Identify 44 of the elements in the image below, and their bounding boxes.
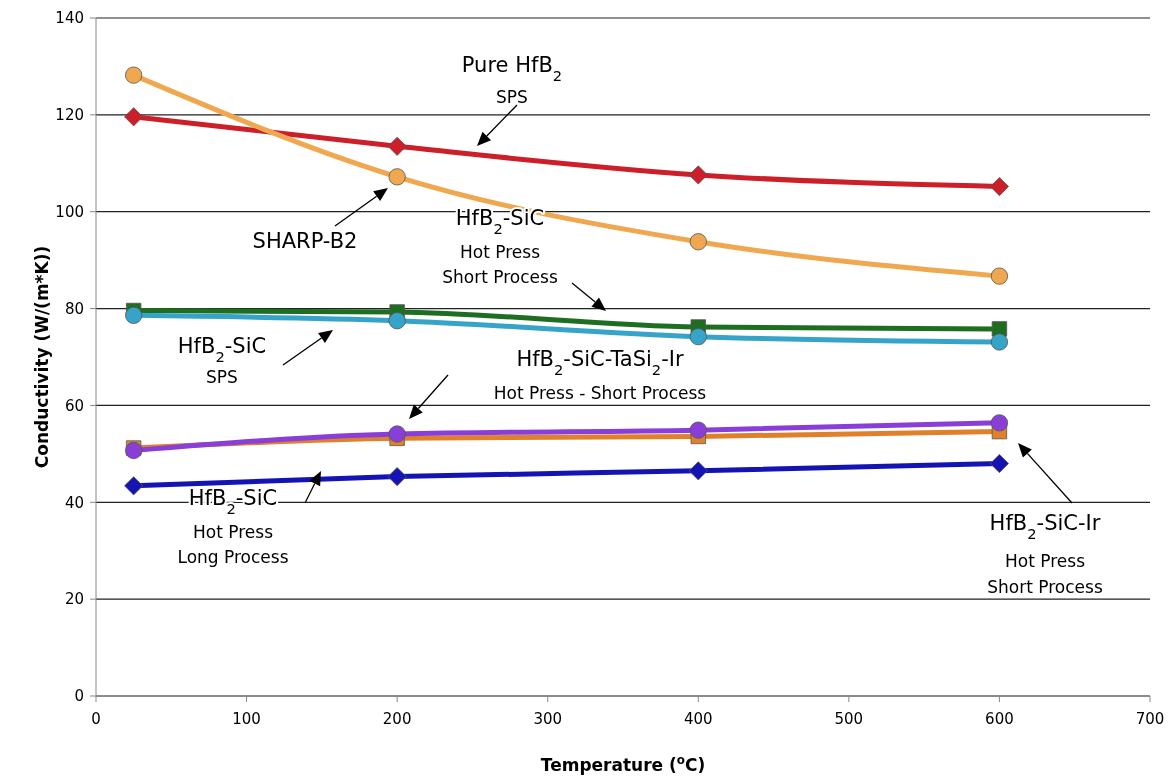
y-tick-label: 60 bbox=[64, 396, 84, 415]
annotation: HfB$_{2}$-SiC-Ir Hot Press Short Process bbox=[987, 511, 1103, 597]
x-tick-label: 100 bbox=[232, 710, 261, 728]
x-tick-label: 0 bbox=[91, 710, 101, 728]
point bbox=[125, 66, 143, 84]
x-tick-label: 700 bbox=[1135, 710, 1165, 728]
point bbox=[989, 177, 1009, 197]
point bbox=[388, 425, 406, 443]
point bbox=[689, 233, 707, 251]
y-tick-label: 120 bbox=[55, 106, 84, 125]
x-tick-label: 400 bbox=[683, 710, 713, 728]
x-tick-label: 500 bbox=[834, 710, 864, 728]
point bbox=[387, 136, 407, 156]
point bbox=[688, 461, 708, 481]
x-axis-title: Temperature ($^{o}$C) bbox=[540, 753, 706, 775]
annotation: HfB$_{2}$-SiC SPS bbox=[177, 334, 267, 387]
point bbox=[124, 476, 144, 496]
y-tick-label: 80 bbox=[64, 299, 84, 318]
point bbox=[124, 107, 144, 127]
x-tick-label: 200 bbox=[382, 710, 412, 728]
annotation: SHARP-B2 bbox=[252, 229, 358, 253]
y-tick-label: 40 bbox=[64, 493, 84, 512]
point bbox=[990, 414, 1009, 432]
annotation: HfB$_{2}$-SiC Hot Press Short Process bbox=[442, 206, 558, 287]
point bbox=[689, 328, 707, 346]
point bbox=[990, 267, 1009, 285]
point bbox=[388, 312, 406, 330]
y-tick-label: 140 bbox=[55, 9, 84, 28]
point bbox=[125, 306, 143, 324]
point bbox=[387, 467, 407, 487]
point bbox=[990, 333, 1009, 351]
point bbox=[989, 454, 1009, 474]
point bbox=[688, 165, 708, 185]
text: Pure HfB$_{2}$ SPS bbox=[461, 53, 563, 107]
y-tick-label: 100 bbox=[55, 202, 84, 221]
y-axis-title: Conductivity (W/(m*K)) bbox=[32, 245, 52, 469]
y-tick-label: 20 bbox=[64, 590, 84, 609]
x-tick-label: 300 bbox=[533, 710, 563, 728]
annotation: HfB$_{2}$-SiC-TaSi$_{2}$-Ir Hot Press - Short Process bbox=[493, 347, 707, 403]
point bbox=[125, 441, 143, 460]
x-tick-label: 600 bbox=[985, 710, 1014, 728]
point bbox=[689, 421, 707, 439]
y-tick-label: 0 bbox=[74, 687, 84, 706]
point bbox=[388, 168, 406, 186]
